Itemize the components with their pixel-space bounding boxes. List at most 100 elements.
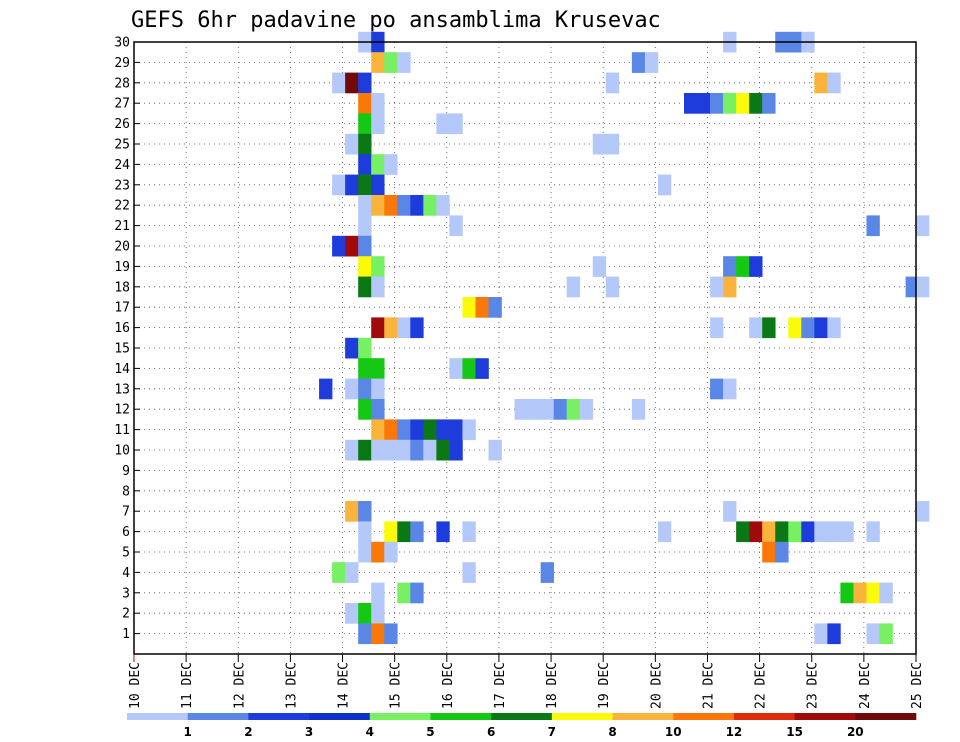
heatmap-cell (358, 358, 372, 379)
heatmap-cell (358, 133, 372, 155)
chart-title: GEFS 6hr padavine po ansamblima Krusevac (131, 8, 661, 33)
heatmap-cell (397, 521, 411, 543)
color-legend: 1 2 3 4 5 6 7 8 10 12 15 20 (127, 713, 917, 739)
y-tick-label: 15 (114, 342, 130, 357)
heatmap-cells (319, 31, 930, 645)
x-tick-label: 24 DEC (858, 662, 873, 709)
y-tick-label: 24 (114, 158, 130, 173)
y-tick-label: 23 (114, 178, 130, 193)
legend-label: 20 (847, 725, 864, 739)
legend-swatch (430, 713, 492, 720)
y-tick-label: 6 (122, 525, 130, 540)
heatmap-cell (866, 582, 880, 604)
heatmap-cell (410, 521, 424, 543)
y-tick-label: 30 (114, 36, 130, 51)
heatmap-cell (397, 195, 411, 216)
heatmap-cell (410, 419, 424, 441)
heatmap-cell (684, 93, 698, 114)
heatmap-cell (657, 521, 672, 543)
heatmap-cell (827, 623, 841, 645)
heatmap-cell (384, 623, 398, 645)
legend-label: 1 (184, 725, 192, 739)
y-tick-label: 17 (114, 301, 130, 316)
x-tick-label: 21 DEC (701, 662, 716, 709)
legend-label: 6 (487, 725, 495, 739)
legend-label: 2 (244, 725, 252, 739)
legend-swatch (369, 713, 431, 720)
heatmap-cell (462, 521, 476, 543)
heatmap-cell (410, 317, 424, 339)
y-tick-label: 11 (114, 423, 130, 438)
heatmap-cell (736, 256, 750, 277)
heatmap-cell (749, 93, 763, 114)
heatmap-cell (410, 195, 424, 216)
heatmap-cell (436, 195, 450, 216)
heatmap-cell (916, 215, 930, 237)
heatmap-cell (631, 52, 646, 73)
heatmap-cell (605, 276, 620, 298)
y-axis-ticks: 1234567891011121314151617181920212223242… (114, 36, 140, 642)
heatmap-cell (657, 174, 672, 196)
heatmap-cell (371, 276, 385, 298)
heatmap-cell (358, 72, 372, 94)
y-tick-label: 28 (114, 76, 130, 91)
heatmap-cell (710, 378, 724, 400)
heatmap-cell (371, 93, 385, 114)
heatmap-cell (358, 93, 372, 114)
legend-swatch (551, 713, 613, 720)
heatmap-cell (358, 399, 372, 420)
heatmap-cell (371, 358, 385, 379)
heatmap-cell (358, 174, 372, 196)
heatmap-cell (358, 195, 372, 216)
legend-label: 5 (426, 725, 434, 739)
heatmap-cell (397, 317, 411, 339)
heatmap-cell (397, 419, 411, 441)
x-tick-label: 19 DEC (597, 662, 612, 709)
x-tick-label: 18 DEC (545, 662, 560, 709)
x-tick-label: 12 DEC (232, 662, 247, 709)
heatmap-cell (384, 195, 398, 216)
y-tick-label: 8 (122, 484, 130, 499)
heatmap-cell (371, 256, 385, 277)
heatmap-cell (814, 317, 828, 339)
heatmap-cell (371, 113, 385, 135)
legend-swatch (855, 713, 917, 720)
heatmap-cell (475, 358, 489, 379)
heatmap-cell (866, 215, 880, 237)
heatmap-cell (371, 195, 385, 216)
heatmap-cell (710, 317, 724, 339)
y-tick-label: 1 (122, 627, 130, 642)
y-tick-label: 18 (114, 280, 130, 295)
heatmap-cell (462, 297, 476, 318)
heatmap-cell (579, 399, 594, 420)
heatmap-cell (475, 297, 489, 318)
heatmap-cell (371, 419, 385, 441)
heatmap-cell (358, 113, 372, 135)
y-tick-label: 16 (114, 321, 130, 336)
heatmap-cell (332, 174, 346, 196)
heatmap-cell (358, 501, 372, 522)
legend-label: 10 (665, 725, 682, 739)
heatmap-cell (345, 337, 359, 359)
heatmap-cell (801, 521, 815, 543)
y-tick-label: 5 (122, 546, 130, 561)
heatmap-cell (384, 521, 398, 543)
heatmap-cell (358, 337, 372, 359)
heatmap-cell (358, 603, 372, 624)
heatmap-cell (345, 562, 359, 583)
y-tick-label: 21 (114, 219, 130, 234)
heatmap-cell (916, 276, 930, 298)
heatmap-cell (358, 276, 372, 298)
heatmap-cell (566, 399, 581, 420)
y-tick-label: 20 (114, 240, 130, 255)
heatmap-cell (436, 521, 450, 543)
heatmap-cell (436, 439, 450, 461)
heatmap-cell (371, 317, 385, 339)
heatmap-cell (788, 317, 802, 339)
heatmap-cell (345, 378, 359, 400)
heatmap-cell (332, 562, 346, 583)
heatmap-cell (736, 93, 750, 114)
y-tick-label: 2 (122, 607, 130, 622)
heatmap-cell (358, 439, 372, 461)
heatmap-cell (566, 276, 581, 298)
